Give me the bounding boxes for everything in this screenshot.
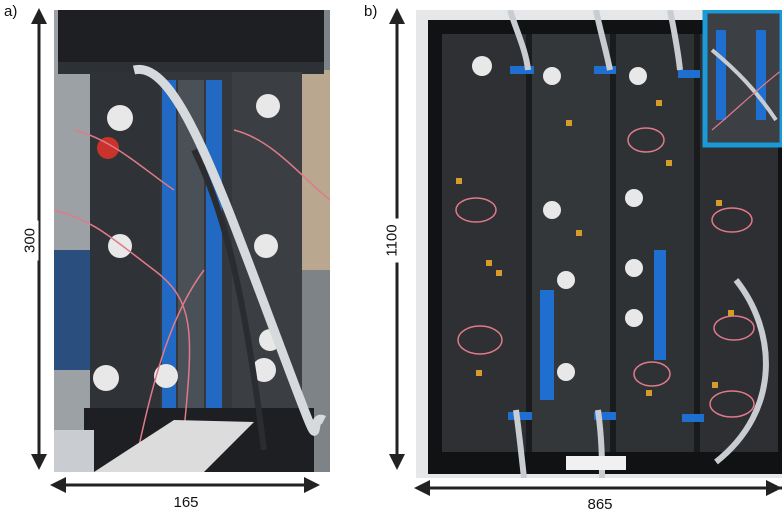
width-arrow-b [414,480,782,496]
panel-a-label: a) [4,3,18,20]
height-label-b: 1100 [383,218,401,263]
photo-a [54,10,330,472]
width-label-b: 865 [587,496,613,513]
height-label-a: 300 [21,220,39,261]
width-arrow-a [50,477,320,493]
panel-b-label: b) [364,3,378,20]
width-label-a: 165 [173,494,199,511]
height-arrow-a [31,8,47,470]
photo-b [416,10,782,478]
